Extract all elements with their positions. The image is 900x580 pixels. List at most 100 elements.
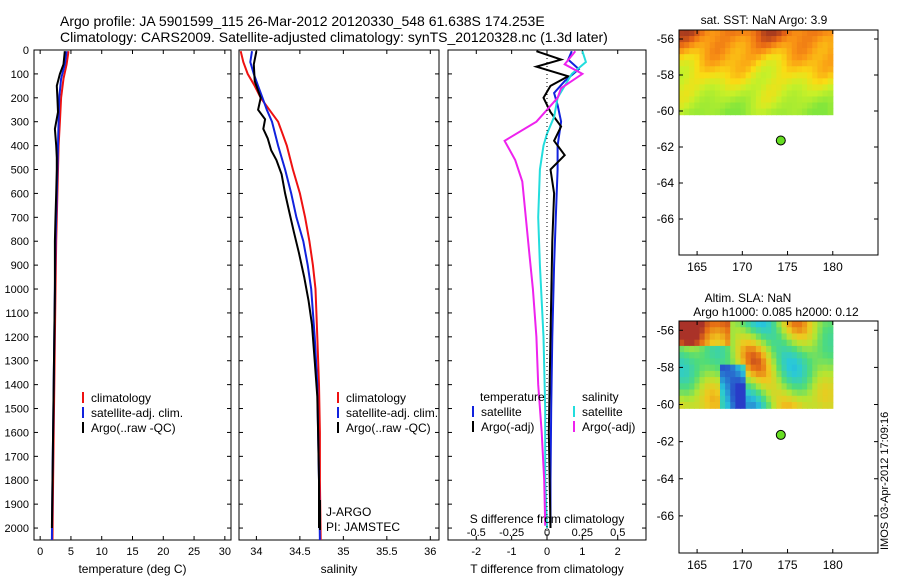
heatmap-cell — [684, 42, 690, 49]
heatmap-cell — [689, 358, 695, 366]
heatmap-cell — [699, 78, 706, 85]
heatmap-cell — [771, 370, 777, 378]
heatmap-cell — [750, 66, 757, 73]
s-tick-label: -0.5 — [467, 527, 486, 539]
heatmap-cell — [766, 30, 772, 37]
heatmap-cell — [679, 90, 685, 98]
salinity-legend-label: satellite-adj. clim. — [346, 406, 438, 420]
heatmap-cell — [781, 377, 788, 384]
heatmap-cell — [725, 78, 731, 85]
heatmap-cell — [735, 48, 742, 55]
heatmap-cell — [786, 395, 793, 403]
heatmap-cell — [725, 36, 731, 43]
heatmap-cell — [786, 358, 793, 366]
heatmap-cell — [704, 321, 711, 328]
heatmap-cell — [714, 395, 721, 403]
heatmap-cell — [699, 36, 706, 43]
difference-legend-label: satellite — [481, 405, 522, 419]
heatmap-cell — [699, 370, 706, 378]
heatmap-cell — [817, 377, 824, 384]
heatmap-cell — [812, 364, 818, 372]
heatmap-cell — [827, 339, 834, 347]
heatmap-cell — [781, 108, 788, 116]
heatmap-cell — [802, 96, 808, 104]
x-axis-label: temperature (deg C) — [78, 562, 186, 576]
heatmap-cell — [730, 389, 736, 397]
heatmap-cell — [735, 102, 742, 110]
heatmap-cell — [684, 60, 690, 67]
heatmap-cell — [679, 66, 685, 73]
heatmap-cell — [699, 364, 706, 372]
heatmap-cell — [745, 339, 752, 347]
heatmap-cell — [689, 383, 695, 391]
heatmap-cell — [694, 72, 701, 79]
heatmap-cell — [684, 78, 690, 85]
heatmap-cell — [730, 327, 736, 335]
heatmap-cell — [766, 72, 772, 79]
heatmap-cell — [750, 42, 757, 49]
heatmap-cell — [776, 352, 783, 359]
heatmap-cell — [786, 370, 793, 378]
heatmap-cell — [766, 54, 772, 61]
heatmap-cell — [730, 364, 736, 372]
heatmap-cell — [796, 48, 803, 55]
heatmap-cell — [761, 96, 767, 104]
heatmap-cell — [755, 84, 762, 92]
heatmap-cell — [714, 72, 721, 79]
heatmap-cell — [755, 78, 762, 85]
heatmap-cell — [750, 54, 757, 61]
heatmap-cell — [709, 389, 716, 397]
heatmap-cell — [694, 42, 701, 49]
y-tick-label: 700 — [11, 212, 29, 224]
heatmap-cell — [694, 402, 701, 409]
heatmap-cell — [802, 383, 808, 391]
heatmap-cell — [689, 345, 695, 353]
heatmap-cell — [822, 358, 829, 366]
heatmap-cell — [755, 377, 762, 384]
heatmap-cell — [679, 395, 685, 403]
heatmap-cell — [704, 383, 711, 391]
heatmap-cell — [699, 60, 706, 67]
heatmap-cell — [694, 377, 701, 384]
heatmap-cell — [796, 30, 803, 37]
heatmap-cell — [766, 402, 772, 409]
heatmap-cell — [791, 339, 798, 347]
heatmap-cell — [755, 96, 762, 104]
s-tick-label: -0.25 — [499, 527, 524, 539]
heatmap-cell — [796, 36, 803, 43]
heatmap-cell — [771, 352, 777, 359]
heatmap-cell — [750, 383, 757, 391]
heatmap-cell — [802, 321, 808, 328]
heatmap-cell — [827, 66, 834, 73]
heatmap-cell — [745, 358, 752, 366]
heatmap-cell — [745, 66, 752, 73]
heatmap-cell — [740, 72, 747, 79]
heatmap-cell — [817, 84, 824, 92]
heatmap-cell — [714, 352, 721, 359]
heatmap-cell — [807, 54, 813, 61]
heatmap-cell — [791, 78, 798, 85]
heatmap-cell — [812, 96, 818, 104]
heatmap-cell — [791, 66, 798, 73]
heatmap-cell — [735, 339, 742, 347]
heatmap-cell — [694, 352, 701, 359]
heatmap-cell — [684, 370, 690, 378]
heatmap-cell — [714, 30, 721, 37]
heatmap-cell — [694, 345, 701, 353]
heatmap-cell — [730, 402, 736, 409]
heatmap-cell — [755, 36, 762, 43]
y-tick-label: 600 — [11, 188, 29, 200]
heatmap-cell — [720, 102, 726, 110]
heatmap-cell — [791, 54, 798, 61]
heatmap-cell — [766, 389, 772, 397]
heatmap-cell — [730, 42, 736, 49]
heatmap-cell — [704, 48, 711, 55]
heatmap-cell — [699, 358, 706, 366]
series-line-argo-raw-qc- — [252, 51, 320, 528]
heatmap-cell — [796, 364, 803, 372]
heatmap-cell — [791, 352, 798, 359]
heatmap-cell — [786, 364, 793, 372]
heatmap-cell — [761, 389, 767, 397]
heatmap-cell — [699, 352, 706, 359]
heatmap-cell — [730, 54, 736, 61]
